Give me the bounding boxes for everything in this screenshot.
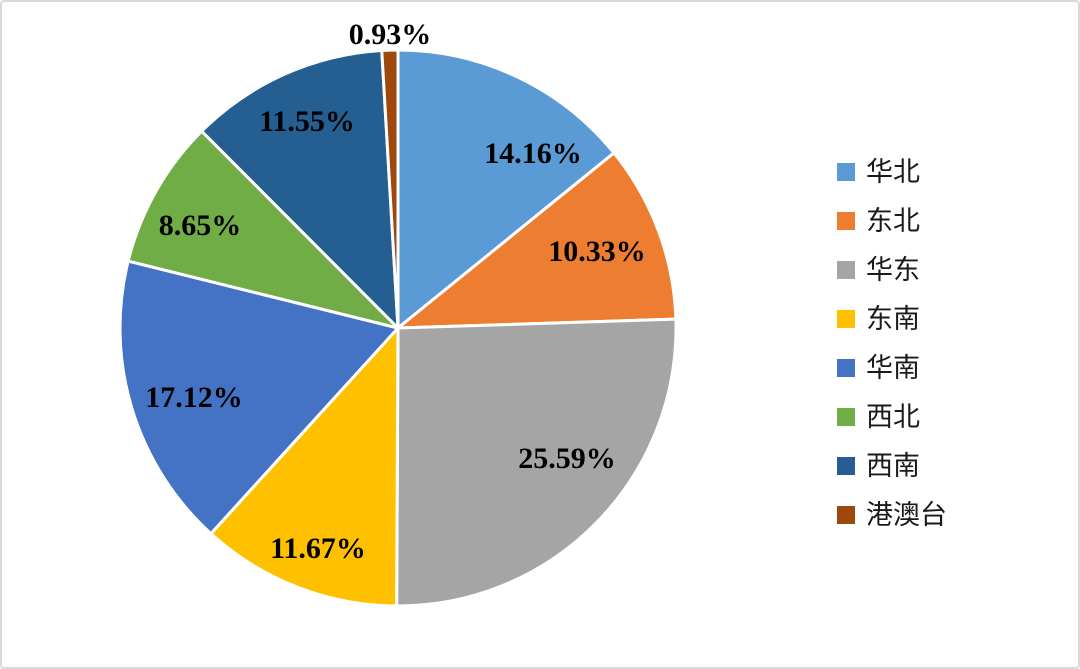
- legend-item-dongnan: 东南: [837, 305, 947, 333]
- slice-label-dongnan: 11.67%: [270, 532, 366, 565]
- legend-label: 华东: [866, 255, 920, 285]
- slice-label-xinan: 11.55%: [259, 105, 355, 138]
- chart-legend: 华北东北华东东南华南西北西南港澳台: [837, 158, 947, 529]
- slice-label-gangaotai: 0.93%: [349, 18, 432, 51]
- legend-label: 西北: [866, 402, 920, 432]
- legend-swatch-icon: [837, 212, 855, 230]
- legend-item-xibei: 西北: [837, 403, 947, 431]
- pie-slice-huadong: [395, 317, 678, 608]
- pie-slice-dongnan: [209, 326, 400, 608]
- slice-label-dongbei: 10.33%: [548, 235, 646, 268]
- slice-label-huanan: 17.12%: [145, 381, 243, 414]
- pie-slice-dongbei: [396, 151, 678, 330]
- slice-label-huabei: 14.16%: [484, 137, 582, 170]
- legend-label: 西南: [866, 451, 920, 481]
- pie-labels-group: 14.16% 10.33% 25.59% 11.67% 17.12% 8.65% 11.55…: [145, 18, 646, 565]
- legend-swatch-icon: [837, 359, 855, 377]
- legend-swatch-icon: [837, 310, 855, 328]
- legend-swatch-icon: [837, 457, 855, 475]
- pie-slice-huanan: [118, 259, 400, 536]
- legend-swatch-icon: [837, 408, 855, 426]
- legend-swatch-icon: [837, 261, 855, 279]
- pie-slice-huabei: [396, 48, 616, 330]
- legend-item-huanan: 华南: [837, 354, 947, 382]
- legend-label: 华北: [866, 157, 920, 187]
- legend-label: 东北: [866, 206, 920, 236]
- legend-item-gangaotai: 港澳台: [837, 501, 947, 529]
- pie-slice-gangaotai: [380, 48, 400, 330]
- legend-item-huadong: 华东: [837, 256, 947, 284]
- pie-slices-group: [118, 48, 678, 608]
- legend-item-xinan: 西南: [837, 452, 947, 480]
- pie-slice-xibei: [126, 129, 400, 330]
- slice-label-huadong: 25.59%: [518, 442, 616, 475]
- legend-item-dongbei: 东北: [837, 207, 947, 235]
- legend-swatch-icon: [837, 163, 855, 181]
- legend-swatch-icon: [837, 506, 855, 524]
- legend-label: 东南: [866, 304, 920, 334]
- legend-label: 港澳台: [866, 500, 947, 530]
- legend-item-huabei: 华北: [837, 158, 947, 186]
- legend-label: 华南: [866, 353, 920, 383]
- slice-label-xibei: 8.65%: [159, 209, 242, 242]
- pie-slice-xinan: [200, 48, 400, 330]
